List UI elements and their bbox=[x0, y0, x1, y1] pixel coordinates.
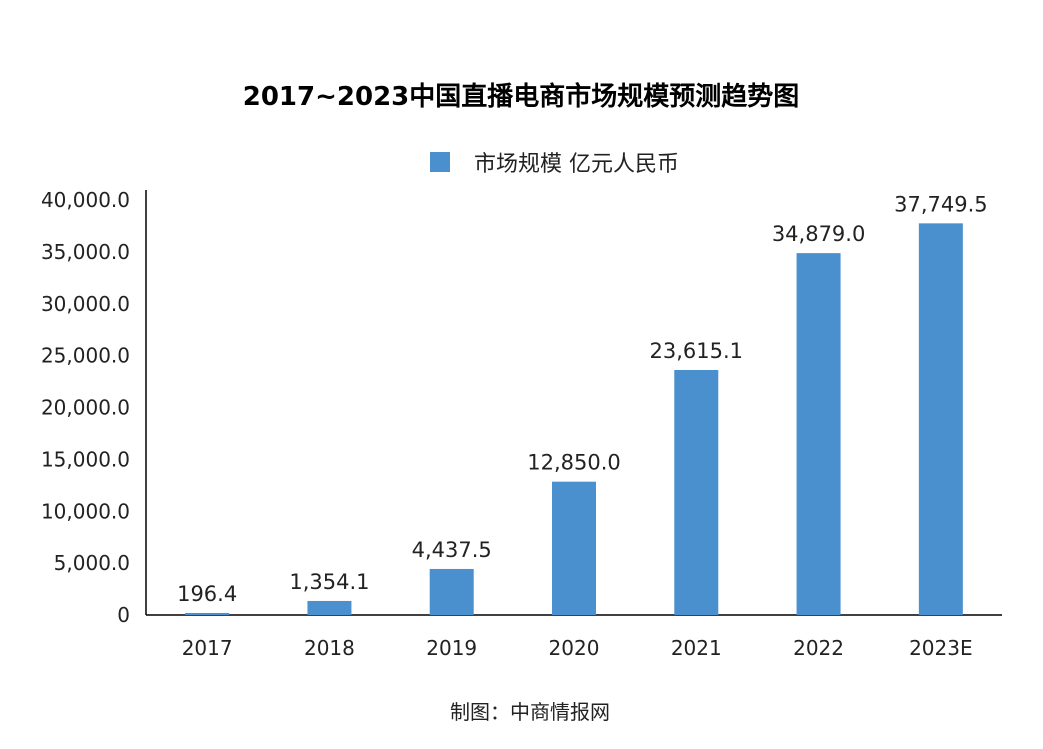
data-label-2019: 4,437.5 bbox=[412, 538, 492, 562]
chart-title: 2017~2023中国直播电商市场规模预测趋势图 bbox=[243, 81, 800, 112]
y-tick-label: 30,000.0 bbox=[41, 292, 130, 316]
data-label-2018: 1,354.1 bbox=[289, 570, 369, 594]
y-axis-ticks: 0 5,000.0 10,000.0 15,000.0 20,000.0 25,000.0… bbox=[41, 188, 130, 627]
bar-2018 bbox=[307, 600, 352, 615]
data-label-2020: 12,850.0 bbox=[527, 451, 621, 475]
bars bbox=[185, 223, 963, 615]
y-tick-label: 10,000.0 bbox=[41, 499, 130, 523]
bar-2023E bbox=[918, 223, 963, 615]
y-tick-label: 40,000.0 bbox=[41, 188, 130, 212]
y-tick-label: 15,000.0 bbox=[41, 447, 130, 471]
bar-2022 bbox=[796, 253, 841, 615]
bar-2021 bbox=[674, 369, 719, 615]
bar-2020 bbox=[552, 481, 596, 615]
legend: 市场规模 亿元人民币 bbox=[430, 152, 679, 177]
bar-2017 bbox=[185, 612, 230, 615]
y-tick-label: 20,000.0 bbox=[41, 396, 130, 420]
x-tick-label: 2021 bbox=[671, 636, 722, 660]
source-note: 制图：中商情报网 bbox=[450, 700, 610, 724]
y-tick-label: 35,000.0 bbox=[41, 240, 130, 264]
x-tick-label: 2017 bbox=[182, 636, 233, 660]
y-tick-label: 25,000.0 bbox=[41, 344, 130, 368]
data-label-2023E: 37,749.5 bbox=[894, 192, 988, 216]
x-tick-label: 2019 bbox=[426, 636, 477, 660]
data-label-2017: 196.4 bbox=[177, 582, 237, 606]
legend-swatch bbox=[430, 152, 450, 172]
x-tick-label: 2018 bbox=[304, 636, 355, 660]
x-tick-label: 2020 bbox=[549, 636, 600, 660]
y-tick-label: 5,000.0 bbox=[54, 551, 130, 575]
x-tick-label: 2023E bbox=[909, 636, 973, 660]
x-axis-ticks: 2017 2018 2019 2020 2021 2022 2023E bbox=[182, 636, 973, 660]
data-label-2021: 23,615.1 bbox=[650, 339, 744, 363]
x-tick-label: 2022 bbox=[793, 636, 844, 660]
legend-label: 市场规模 亿元人民币 bbox=[474, 152, 679, 177]
data-label-2022: 34,879.0 bbox=[772, 222, 866, 246]
y-tick-label: 0 bbox=[117, 603, 130, 627]
data-labels: 196.4 1,354.1 4,437.5 12,850.0 23,615.1 34,87… bbox=[177, 192, 988, 606]
bar-2019 bbox=[429, 568, 474, 615]
